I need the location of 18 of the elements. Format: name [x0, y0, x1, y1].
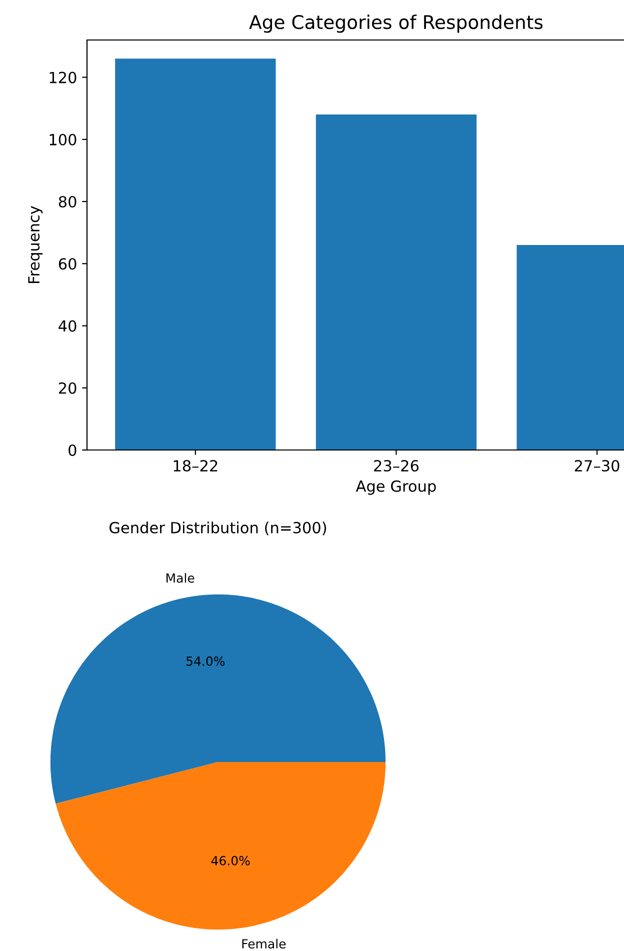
data-label: 46.0% [211, 856, 250, 866]
y-tick-label: 60 [58, 258, 76, 270]
slice-label: Male [166, 573, 194, 583]
y-tick-label: 40 [58, 320, 76, 332]
y-tick-label: 100 [50, 134, 76, 146]
x-tick-label: 18–22 [174, 460, 218, 472]
y-axis-title: Frequency [28, 206, 43, 283]
slice-label: Female [242, 938, 286, 949]
y-tick-label: 80 [58, 196, 76, 208]
y-tick-label: 0 [68, 444, 76, 456]
x-axis-title: Age Group [356, 480, 436, 495]
chart-title: Age Categories of Respondents [249, 14, 543, 33]
y-tick-label: 120 [50, 72, 76, 84]
data-label: 54.0% [186, 656, 225, 666]
x-tick-label: 27–30 [574, 460, 620, 472]
y-tick-label: 20 [58, 382, 76, 394]
x-tick-label: 23–26 [374, 460, 419, 472]
chart-title: Gender Distribution (n=300) [110, 522, 326, 536]
